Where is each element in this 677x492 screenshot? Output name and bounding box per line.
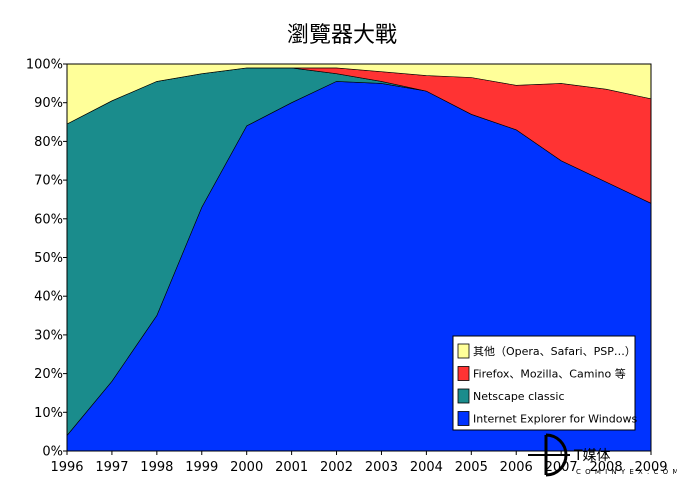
legend: 其他（Opera、Safari、PSP…） Firefox、Mozilla、Cam… — [452, 335, 637, 431]
y-tick-label: 40% — [34, 290, 63, 305]
legend-label: Firefox、Mozilla、Camino 等 — [473, 367, 626, 381]
y-tick-label: 100% — [26, 58, 63, 73]
x-tick-label: 2001 — [275, 460, 308, 475]
legend-swatch — [457, 388, 470, 404]
x-tick-label: 1996 — [50, 460, 83, 475]
x-tick-label: 1998 — [140, 460, 173, 475]
x-tick-label: 2000 — [230, 460, 263, 475]
x-tick-label: 1997 — [95, 460, 128, 475]
x-tick-label: 2003 — [365, 460, 398, 475]
legend-swatch — [457, 411, 470, 426]
legend-swatch — [457, 343, 470, 359]
watermark: T媒体 C O M I N Y E X . C O M — [528, 433, 677, 477]
legend-swatch — [457, 366, 470, 381]
watermark-subtext: C O M I N Y E X . C O M — [576, 468, 677, 476]
y-tick-label: 70% — [34, 174, 63, 189]
legend-box — [452, 335, 636, 431]
x-tick-label: 2002 — [320, 460, 353, 475]
y-tick-label: 60% — [34, 212, 63, 227]
x-tick-label: 2004 — [410, 460, 443, 475]
x-tick-label: 2005 — [455, 460, 488, 475]
legend-label: Internet Explorer for Windows — [473, 413, 637, 426]
y-tick-label: 0% — [42, 445, 63, 460]
y-tick-label: 20% — [34, 367, 63, 382]
y-tick-label: 30% — [34, 328, 63, 343]
x-tick-label: 1999 — [185, 460, 218, 475]
legend-label: 其他（Opera、Safari、PSP…） — [473, 345, 636, 358]
watermark-text: T媒体 — [573, 448, 611, 464]
chart-title: 瀏覽器大戰 — [287, 23, 397, 48]
y-tick-label: 80% — [34, 135, 63, 150]
x-tick-label: 2006 — [500, 460, 533, 475]
axes: 0% 10% 20% 30% 40% 50% 60% 70% 80% 90% 100% 1996 199… — [26, 58, 668, 476]
y-tick-label: 10% — [34, 406, 63, 421]
y-tick-label: 50% — [34, 251, 63, 266]
legend-label: Netscape classic — [473, 390, 565, 403]
x-tick-label: 2008 — [590, 460, 623, 475]
y-tick-label: 90% — [34, 96, 63, 111]
x-tick-label: 2009 — [634, 460, 667, 475]
